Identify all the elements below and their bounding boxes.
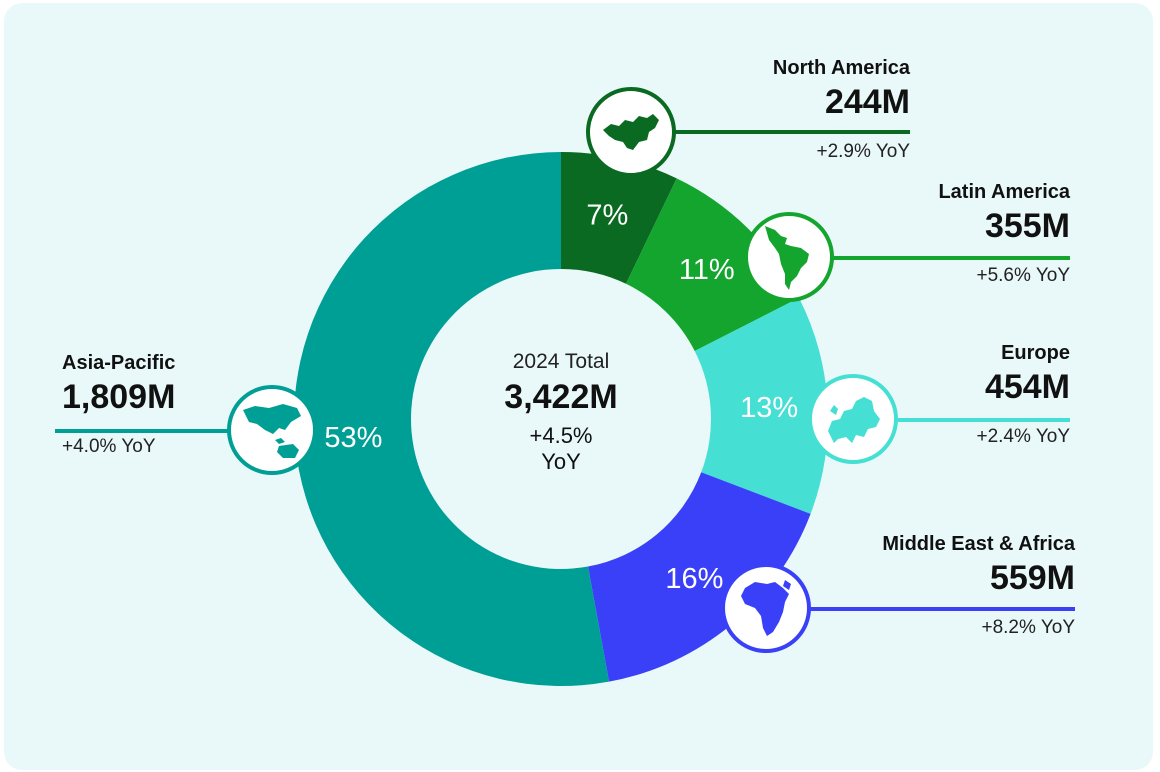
africa-map-icon xyxy=(721,563,811,653)
percent-label: 16% xyxy=(665,563,723,595)
donut-slice-middle-east-africa xyxy=(587,472,811,682)
donut-slice-latin-america xyxy=(625,178,799,351)
center-total: 3,422M xyxy=(504,378,618,416)
donut-slices xyxy=(293,152,829,686)
region-name: North America xyxy=(772,57,910,79)
region-north-america: North America 244M +2.9% YoY xyxy=(660,56,910,164)
percent-label: 11% xyxy=(679,254,735,286)
europe-map-icon xyxy=(808,374,898,464)
region-yoy: +2.9% YoY xyxy=(816,141,910,162)
region-latin-america: Latin America 355M +5.6% YoY xyxy=(820,180,1070,288)
region-name: Middle East & Africa xyxy=(882,533,1075,555)
region-yoy: +5.6% YoY xyxy=(976,265,1070,286)
donut-slice-europe xyxy=(694,297,829,514)
center-yoy: +4.5% YoY xyxy=(529,423,593,474)
region-name: Latin America xyxy=(938,181,1070,203)
region-value: 244M xyxy=(824,83,910,121)
percent-label: 13% xyxy=(740,392,798,424)
region-value: 454M xyxy=(984,368,1070,406)
center-summary: 2024 Total 3,422M +4.5% YoY xyxy=(461,350,661,475)
donut-slice-asia-pacific xyxy=(293,152,610,686)
latin-america-map-icon xyxy=(744,212,834,302)
asia-pacific-map-icon xyxy=(227,385,317,475)
region-name: Europe xyxy=(1001,342,1070,364)
center-title: 2024 Total xyxy=(512,350,610,373)
region-mea: Middle East & Africa 559M +8.2% YoY xyxy=(775,532,1075,640)
region-yoy: +8.2% YoY xyxy=(981,617,1075,638)
percent-label: 7% xyxy=(586,200,628,232)
region-yoy: +4.0% YoY xyxy=(62,436,156,457)
north-america-map-icon xyxy=(586,87,676,177)
region-value: 1,809M xyxy=(62,378,176,416)
region-europe: Europe 454M +2.4% YoY xyxy=(820,341,1070,449)
percent-label: 53% xyxy=(324,422,382,454)
percent-labels: 7% 11% 13% 16% 53% xyxy=(324,200,798,596)
region-apac: Asia-Pacific 1,809M +4.0% YoY xyxy=(62,351,312,459)
region-value: 355M xyxy=(984,207,1070,245)
donut-slice-north-america xyxy=(561,152,677,284)
region-value: 559M xyxy=(989,559,1075,597)
region-yoy: +2.4% YoY xyxy=(976,426,1070,447)
region-name: Asia-Pacific xyxy=(62,352,176,374)
